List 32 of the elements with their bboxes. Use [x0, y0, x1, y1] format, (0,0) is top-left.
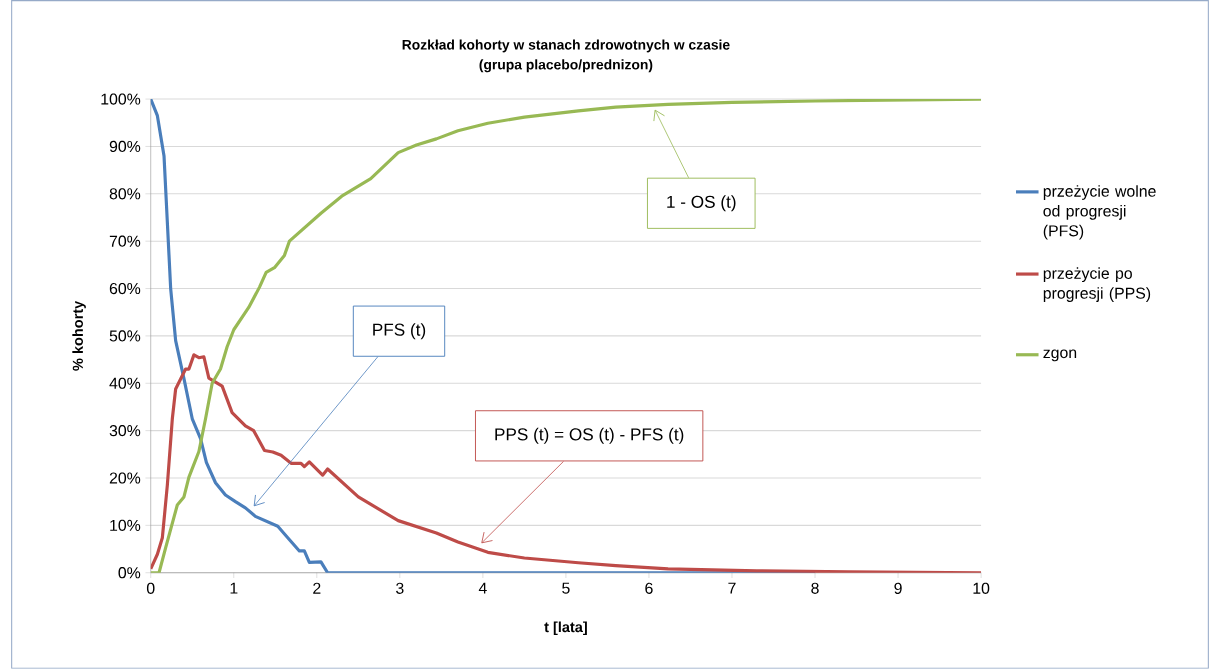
- legend-label: zgon: [1043, 349, 1077, 362]
- y-tick-label: 10%: [110, 519, 141, 532]
- annotation: PPS (t) = OS (t) - PFS (t): [495, 427, 684, 444]
- x-tick-label: 6: [645, 582, 653, 594]
- legend-label: przeżycie wolne od progresji (PFS): [1043, 185, 1156, 240]
- y-tick-label: 60%: [109, 283, 141, 295]
- y-tick-label: 40%: [109, 377, 141, 389]
- y-tick-label: 20%: [109, 472, 141, 484]
- x-tick-label: 4: [478, 582, 487, 594]
- y-tick-label: 90%: [109, 140, 141, 153]
- annotation: 1 - OS (t): [667, 195, 736, 212]
- x-tick-label: 1: [230, 582, 238, 594]
- chart-subtitle: (grupa placebo/prednizon): [479, 59, 653, 73]
- x-tick-label: 10: [973, 582, 990, 594]
- x-tick-label: 2: [313, 582, 321, 594]
- y-tick-label: 50%: [109, 330, 141, 342]
- x-tick-label: 3: [396, 582, 404, 594]
- annotation: PFS (t): [373, 323, 426, 340]
- legend-label: przeżycie po progresji (PPS): [1043, 267, 1151, 302]
- x-tick-label: 5: [562, 582, 570, 594]
- y-tick-label: 100%: [101, 93, 141, 105]
- y-tick-label: 30%: [109, 425, 141, 437]
- chart-title: Rozkład kohorty w stanach zdrowotnych w czasie: [402, 39, 730, 53]
- y-axis-title: % kohorty: [72, 300, 86, 371]
- x-tick-label: 8: [811, 582, 819, 594]
- x-tick-label: 0: [146, 582, 155, 594]
- y-tick-label: 80%: [109, 188, 141, 200]
- x-tick-label: 7: [728, 582, 736, 594]
- y-tick-label: 70%: [109, 235, 141, 247]
- x-tick-label: 9: [894, 582, 902, 594]
- y-tick-label: 0%: [118, 567, 141, 579]
- x-axis-title: t [lata]: [544, 621, 587, 636]
